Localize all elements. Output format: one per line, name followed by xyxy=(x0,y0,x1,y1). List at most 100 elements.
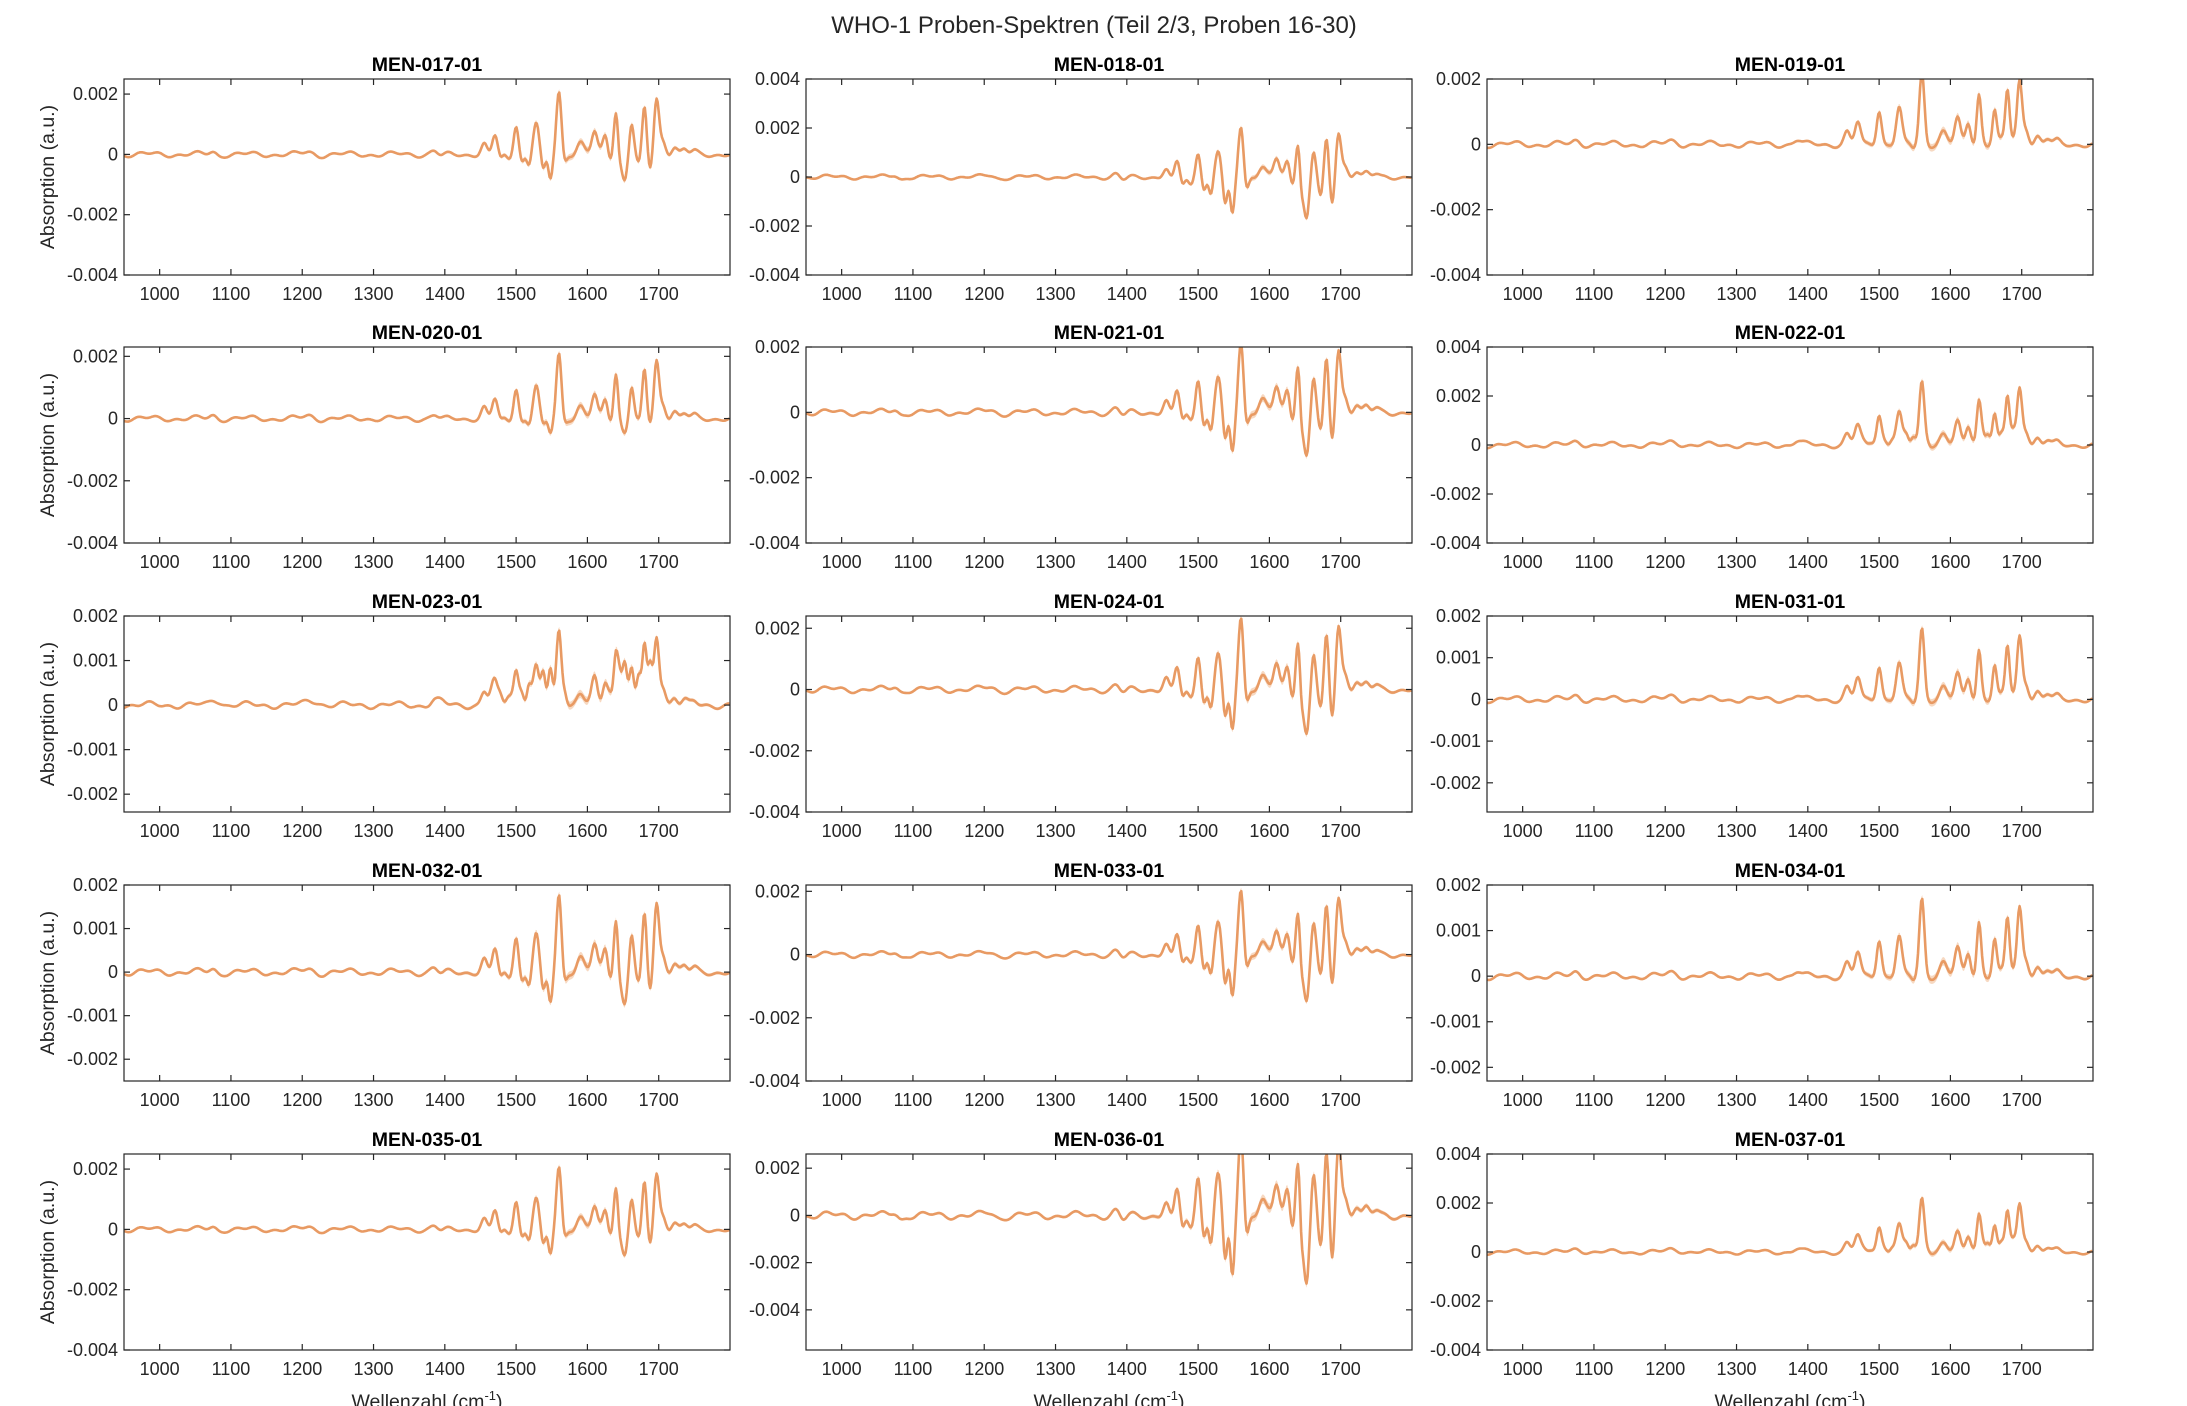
x-tick-label: 1200 xyxy=(964,552,1004,572)
x-tick-label: 1500 xyxy=(1178,552,1218,572)
subplot-title: MEN-033-01 xyxy=(1054,860,1165,882)
y-tick-label: -0.004 xyxy=(749,265,800,285)
series-line xyxy=(124,1166,730,1257)
x-tick-label: 1500 xyxy=(496,1090,536,1110)
subplot-title: MEN-024-01 xyxy=(1054,591,1165,613)
x-tick-label: 1400 xyxy=(425,1359,465,1379)
y-tick-label: -0.002 xyxy=(749,1253,800,1273)
y-tick-label: 0.001 xyxy=(1436,921,1481,941)
x-tick-label: 1100 xyxy=(894,821,933,841)
series-line xyxy=(124,629,730,711)
x-tick-label: 1300 xyxy=(354,1359,394,1379)
x-tick-label: 1700 xyxy=(1321,284,1361,304)
x-tick-label: 1400 xyxy=(425,1090,465,1110)
x-tick-label: 1100 xyxy=(1575,821,1614,841)
series-line xyxy=(1487,380,2093,450)
y-tick-label: -0.004 xyxy=(1430,533,1481,553)
x-tick-label: 1300 xyxy=(1717,284,1757,304)
y-tick-label: 0.001 xyxy=(1436,648,1481,668)
y-tick-label: -0.002 xyxy=(67,1280,118,1300)
x-tick-label: 1700 xyxy=(2002,1090,2042,1110)
y-tick-label: -0.002 xyxy=(749,741,800,761)
y-tick-label: -0.004 xyxy=(67,533,118,553)
x-tick-label: 1300 xyxy=(354,552,394,572)
x-tick-label: 1600 xyxy=(1249,284,1289,304)
y-tick-label: -0.002 xyxy=(749,1008,800,1028)
y-tick-label: -0.002 xyxy=(1430,1057,1481,1077)
x-tick-label: 1600 xyxy=(1930,552,1970,572)
subplot-title: MEN-034-01 xyxy=(1735,860,1846,882)
x-tick-label: 1300 xyxy=(1036,552,1076,572)
subplot-men-031-01: 1000 1100 1200 1300 1400 1500 1600 1700 -0.002 -0… xyxy=(1430,591,2094,841)
y-tick-label: -0.002 xyxy=(1430,200,1481,220)
y-tick-label: -0.004 xyxy=(749,1071,800,1091)
subplot-men-021-01: 1000 1100 1200 1300 1400 1500 1600 1700 -0.004 -0… xyxy=(749,322,1413,572)
subplot-men-035-01: 1000 1100 1200 1300 1400 1500 1600 1700 -0.004 -0… xyxy=(37,1129,731,1406)
x-tick-label: 1400 xyxy=(425,821,465,841)
x-tick-label: 1300 xyxy=(1717,821,1757,841)
std-band xyxy=(806,125,1412,221)
subplot-title: MEN-023-01 xyxy=(372,591,483,613)
subplot-men-023-01: 1000 1100 1200 1300 1400 1500 1600 1700 -0.002 -0… xyxy=(37,591,731,841)
x-tick-label: 1700 xyxy=(2002,552,2042,572)
y-tick-label: 0.002 xyxy=(73,875,118,895)
series-line xyxy=(806,889,1412,1003)
x-tick-label: 1700 xyxy=(639,1359,679,1379)
y-tick-label: -0.002 xyxy=(67,784,118,804)
y-tick-label: -0.004 xyxy=(1430,265,1481,285)
x-tick-label: 1600 xyxy=(1930,1359,1970,1379)
y-axis-label: Absorption (a.u.) xyxy=(37,105,59,249)
x-tick-label: 1300 xyxy=(1717,552,1757,572)
std-band xyxy=(124,1164,730,1259)
y-tick-label: -0.002 xyxy=(1430,773,1481,793)
y-tick-label: 0.002 xyxy=(73,346,118,366)
std-band xyxy=(124,350,730,437)
y-tick-label: -0.002 xyxy=(67,471,118,491)
axes-frame xyxy=(123,78,731,276)
y-tick-label: 0 xyxy=(790,680,800,700)
subplot-men-032-01: 1000 1100 1200 1300 1400 1500 1600 1700 -0.002 -0… xyxy=(37,860,731,1110)
y-tick-label: 0.004 xyxy=(755,69,800,89)
axes-frame xyxy=(805,346,1413,544)
std-band xyxy=(124,89,730,184)
x-tick-label: 1100 xyxy=(894,552,933,572)
subplot-title: MEN-020-01 xyxy=(372,322,483,344)
std-band xyxy=(1487,895,2093,984)
x-tick-label: 1200 xyxy=(1645,284,1685,304)
x-tick-label: 1300 xyxy=(1036,1359,1076,1379)
axes-frame xyxy=(805,1153,1413,1351)
subplot-men-037-01: 1000 1100 1200 1300 1400 1500 1600 1700 -0.004 -0… xyxy=(1430,1129,2094,1406)
x-tick-label: 1100 xyxy=(1575,1359,1614,1379)
x-tick-label: 1400 xyxy=(1107,1359,1147,1379)
axes-frame xyxy=(123,1153,731,1351)
subplot-title: MEN-018-01 xyxy=(1054,54,1165,76)
subplot-title: MEN-036-01 xyxy=(1054,1129,1165,1151)
x-tick-label: 1200 xyxy=(1645,821,1685,841)
series-line xyxy=(1487,897,2093,982)
y-tick-label: 0.002 xyxy=(1436,875,1481,895)
x-tick-label: 1100 xyxy=(212,1090,251,1110)
x-tick-label: 1600 xyxy=(1930,821,1970,841)
x-tick-label: 1600 xyxy=(567,284,607,304)
x-tick-label: 1700 xyxy=(1321,1359,1361,1379)
y-tick-label: -0.002 xyxy=(749,216,800,236)
x-axis-label: Wellenzahl (cm-1) xyxy=(352,1388,503,1406)
y-tick-label: 0.001 xyxy=(73,919,118,939)
subplot-men-036-01: 1000 1100 1200 1300 1400 1500 1600 1700 -0.004 -0… xyxy=(749,1129,1413,1406)
x-tick-label: 1400 xyxy=(1788,284,1828,304)
series-line xyxy=(124,894,730,1006)
x-tick-label: 1500 xyxy=(1859,1090,1899,1110)
y-tick-label: 0.002 xyxy=(1436,69,1481,89)
series-line xyxy=(806,1154,1412,1285)
figure-title: WHO-1 Proben-Spektren (Teil 2/3, Proben … xyxy=(831,12,1357,39)
x-tick-label: 1300 xyxy=(1036,284,1076,304)
x-tick-label: 1500 xyxy=(496,1359,536,1379)
x-tick-label: 1300 xyxy=(1717,1359,1757,1379)
x-tick-label: 1200 xyxy=(282,552,322,572)
x-tick-label: 1500 xyxy=(1859,821,1899,841)
y-tick-label: -0.004 xyxy=(749,533,800,553)
x-tick-label: 1500 xyxy=(1859,1359,1899,1379)
y-tick-label: 0.002 xyxy=(755,618,800,638)
series-line xyxy=(806,617,1412,736)
